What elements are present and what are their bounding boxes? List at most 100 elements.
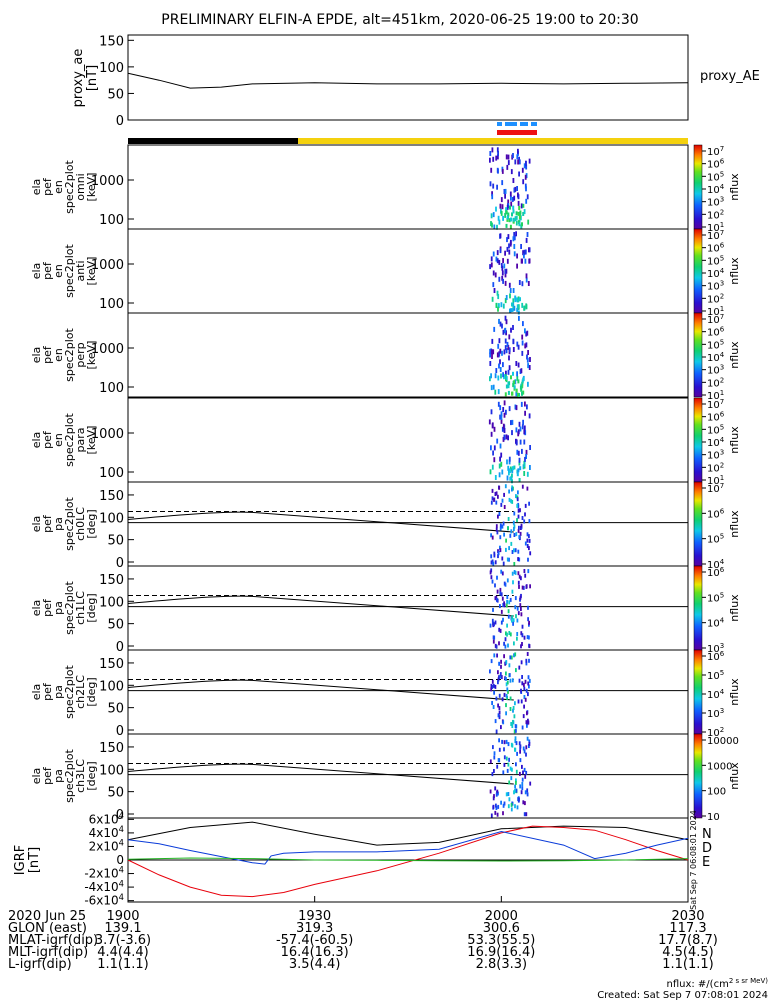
ela_pef_en_spec2plot_omni-pixel: [507, 154, 510, 160]
ela_pef_pa_spec2plot_ch0LC-pixel: [521, 516, 524, 520]
ela_pef_pa_spec2plot_ch0LC-pixel: [517, 528, 520, 533]
ela_pef_en_spec2plot_para-pixel: [508, 459, 511, 465]
ela_pef_pa_spec2plot_ch1LC-pixel: [517, 611, 520, 616]
ela_pef_pa_spec2plot_ch3LC-pixel: [493, 755, 496, 760]
ela_pef_en_spec2plot_anti-pixel: [515, 231, 517, 237]
ela_pef_en_spec2plot_omni-ylabel: pef: [41, 177, 54, 196]
ela_pef_en_spec2plot_omni-ylabel: [keV]: [85, 173, 98, 202]
ela_pef_en_spec2plot_omni-pixel: [505, 207, 508, 212]
ela_pef_pa_spec2plot_ch2LC-colorbar-tick-label: 106: [707, 650, 725, 663]
ela_pef_pa_spec2plot_ch0LC-loss-cone-line: [127, 511, 688, 533]
ela_pef_en_spec2plot_perp-pixel: [521, 340, 524, 346]
ela_pef_en_spec2plot_anti-pixel: [489, 264, 491, 270]
ela_pef_pa_spec2plot_ch1LC-pixel: [499, 628, 502, 633]
ela_pef_en_spec2plot_anti-pixel: [513, 232, 516, 237]
ela_pef_en_spec2plot_anti-pixel: [516, 253, 518, 259]
ela_pef_en_spec2plot_perp-colorbar-tick-label: 106: [707, 326, 725, 339]
ela_pef_en_spec2plot_para-pixel: [523, 471, 526, 476]
ela_pef_en_spec2plot_para-pixel: [510, 473, 513, 478]
ela_pef_pa_spec2plot_ch1LC-tick-label: 50: [107, 618, 124, 633]
ela_pef_en_spec2plot_perp-pixel: [504, 327, 507, 333]
ela_pef_en_spec2plot_anti-pixel: [509, 293, 511, 299]
ela_pef_pa_spec2plot_ch0LC-pixel: [501, 524, 504, 529]
ela_pef_en_spec2plot_para-pixel: [511, 430, 513, 436]
ela_pef_en_spec2plot_omni-tick-label: 100: [99, 213, 124, 228]
ela_pef_pa_spec2plot_ch1LC-pixel: [506, 623, 508, 628]
ela_pef_en_spec2plot_anti-pixel: [498, 259, 501, 265]
ela_pef_en_spec2plot_anti-pixel: [524, 258, 527, 264]
ela_pef_pa_spec2plot_ch0LC-pixel: [508, 557, 510, 562]
ela_pef_en_spec2plot_omni-pixel: [496, 224, 498, 230]
ela_pef_pa_spec2plot_ch1LC-pixel: [496, 575, 498, 580]
ela_pef_en_spec2plot_para-pixel: [515, 440, 518, 446]
ela_pef_en_spec2plot_para-pixel: [499, 456, 501, 462]
ela_pef_pa_spec2plot_ch3LC-pixel: [526, 736, 529, 741]
ela_pef_en_spec2plot_para-colorbar-tick-label: 107: [707, 398, 724, 411]
ela_pef_pa_spec2plot_ch2LC-pixel: [503, 692, 506, 697]
ela_pef_en_spec2plot_omni-pixel: [507, 212, 510, 217]
ela_pef_en_spec2plot_omni-pixel: [514, 186, 517, 192]
ela_pef_pa_spec2plot_ch3LC-ylabel: [deg]: [85, 761, 98, 790]
ela_pef_en_spec2plot_omni-pixel: [528, 158, 531, 164]
ela_pef_pa_spec2plot_ch1LC-colorbar: [693, 565, 703, 651]
ela_pef_pa_spec2plot_ch3LC-pixel: [502, 770, 505, 775]
ela_pef_pa_spec2plot_ch3LC-pixel: [524, 801, 526, 806]
ela_pef_pa_spec2plot_ch1LC-colorbar-tick-label: 105: [707, 591, 724, 604]
ela_pef_en_spec2plot_para-pixel: [510, 420, 512, 426]
ela_pef_pa_spec2plot_ch2LC-pixel: [514, 724, 517, 729]
ela_pef_pa_spec2plot_ch0LC-pixel: [519, 508, 521, 513]
ela_pef_pa_spec2plot_ch2LC-pixel: [513, 653, 515, 658]
ela_pef_en_spec2plot_perp-pixel: [515, 388, 518, 393]
ela_pef_en_spec2plot_anti-pixel: [503, 263, 506, 269]
ela_pef_en_spec2plot_para-pixel: [490, 431, 493, 437]
ela_pef_pa_spec2plot_ch3LC-tick-label: 0: [116, 808, 124, 823]
ela_pef_en_spec2plot_perp-pixel: [524, 343, 527, 349]
ela_pef_pa_spec2plot_ch0LC-pixel: [517, 557, 519, 562]
ela_pef_pa_spec2plot_ch0LC-pixel: [524, 503, 527, 508]
ela_pef_en_spec2plot_omni-pixel: [514, 216, 517, 222]
ela_pef_en_spec2plot_anti-pixel: [506, 246, 509, 252]
ela_pef_pa_spec2plot_ch0LC-pixel: [517, 549, 520, 554]
ela_pef_en_spec2plot_para-pixel: [508, 456, 511, 462]
ela_pef_en_spec2plot_para-pixel: [513, 465, 516, 470]
ela_pef_en_spec2plot_perp-pixel: [489, 361, 492, 366]
igrf-side-stamp: Sat Sep 7 06:08:01 2024: [689, 810, 698, 910]
ela_pef_en_spec2plot_anti-pixel: [494, 272, 497, 278]
bottom-axis-value: 2000: [485, 909, 518, 924]
ela_pef_en_spec2plot_anti-pixel: [516, 304, 519, 309]
ela_pef_pa_spec2plot_ch0LC-pixel: [494, 492, 497, 496]
ela_pef_en_spec2plot_perp-pixel: [492, 349, 495, 355]
ela_pef_pa_spec2plot_ch3LC-pixel: [514, 736, 517, 741]
ela_pef_pa_spec2plot_ch0LC-pixel: [490, 560, 493, 565]
ela_pef_pa_spec2plot_ch2LC-pixel: [493, 653, 496, 658]
ela_pef_pa_spec2plot_ch1LC-pixel: [512, 621, 514, 626]
ela_pef_en_spec2plot_perp-pixel: [510, 375, 512, 380]
ela_pef_pa_spec2plot_ch2LC-pixel: [501, 697, 504, 702]
ela_pef_en_spec2plot_omni-pixel: [518, 215, 521, 220]
ela_pef_en_spec2plot_para-tick-label: 1000: [91, 427, 124, 442]
ela_pef_pa_spec2plot_ch2LC-pixel: [492, 683, 495, 688]
ela_pef_pa_spec2plot_ch2LC-tick-label: 0: [116, 724, 124, 739]
bottom-axis-value: 16.4(16.3): [281, 945, 349, 960]
ela_pef_en_spec2plot_anti-colorbar-tick-label: 106: [707, 242, 725, 255]
ela_pef_en_spec2plot_omni-colorbar-tick-label: 106: [707, 158, 725, 171]
ela_pef_pa_spec2plot_ch1LC-ylabel: pa: [52, 601, 65, 615]
bottom-axis-value: 319.3: [296, 921, 333, 936]
ela_pef_en_spec2plot_anti-pixel: [513, 244, 516, 249]
ela_pef_pa_spec2plot_ch2LC-pixel: [525, 658, 528, 663]
science-bar-blue: [505, 122, 517, 126]
ela_pef_pa_spec2plot_ch3LC-pixel: [502, 811, 504, 816]
ela_pef_pa_spec2plot_ch2LC-pixel: [514, 701, 516, 706]
ela_pef_en_spec2plot_omni-pixel: [517, 211, 520, 216]
ela_pef_pa_spec2plot_ch3LC-pixel: [525, 770, 528, 775]
ela_pef_en_spec2plot_perp-pixel: [521, 334, 524, 340]
igrf-series-Z: [127, 857, 689, 862]
ela_pef_en_spec2plot_anti-tick-label: 100: [99, 297, 124, 312]
ela_pef_pa_spec2plot_ch2LC-pixel: [523, 704, 525, 709]
ela_pef_en_spec2plot_anti-pixel: [505, 268, 508, 274]
ela_pef_pa_spec2plot_ch2LC-pixel: [497, 677, 500, 682]
ela_pef_en_spec2plot_perp-pixel: [501, 350, 503, 356]
ela_pef_en_spec2plot_omni-pixel: [513, 187, 516, 193]
ela_pef_en_spec2plot_anti-frame: [127, 228, 689, 314]
ela_pef_en_spec2plot_perp-pixel: [508, 365, 511, 371]
